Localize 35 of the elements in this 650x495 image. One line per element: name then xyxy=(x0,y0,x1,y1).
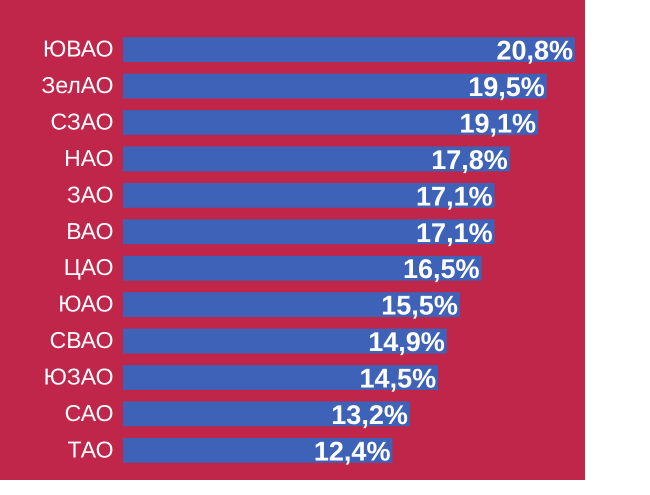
data-label: 15,5% xyxy=(381,290,458,321)
data-label: 14,9% xyxy=(368,327,445,358)
y-tick-label: НАО xyxy=(64,144,114,171)
data-label: 20,8% xyxy=(496,36,573,66)
y-tick-label: ЮВАО xyxy=(42,36,114,62)
bar xyxy=(123,256,482,281)
bar xyxy=(123,219,495,244)
data-label: 17,8% xyxy=(431,144,508,175)
y-tick-label: СЗАО xyxy=(50,108,114,135)
bar xyxy=(123,110,538,135)
y-tick-label: ЮЗАО xyxy=(44,363,114,390)
y-tick-label: САО xyxy=(64,400,114,426)
data-label: 16,5% xyxy=(402,254,480,284)
y-tick-label: ЦАО xyxy=(64,254,114,280)
data-label: 17,1% xyxy=(416,218,493,248)
data-label: 17,1% xyxy=(416,181,493,212)
bar xyxy=(123,74,547,98)
data-label: 12,4% xyxy=(314,436,390,466)
bar xyxy=(123,402,410,426)
bar xyxy=(123,37,575,62)
data-label: 19,1% xyxy=(459,108,536,139)
y-tick-label: СВАО xyxy=(50,327,114,354)
y-tick-label: ЗелАО xyxy=(41,72,114,98)
bar xyxy=(123,146,510,172)
data-label: 19,5% xyxy=(468,72,545,102)
bar xyxy=(123,328,447,354)
bar xyxy=(123,365,438,390)
bar xyxy=(123,292,460,318)
y-tick-label: ВАО xyxy=(66,218,114,244)
y-tick-label: ЮАО xyxy=(58,290,114,317)
data-label: 14,5% xyxy=(360,363,436,394)
y-tick-label: ЗАО xyxy=(66,181,114,208)
bar xyxy=(123,182,495,208)
y-tick-label: ТАО xyxy=(67,436,114,462)
data-label: 13,2% xyxy=(331,400,408,430)
